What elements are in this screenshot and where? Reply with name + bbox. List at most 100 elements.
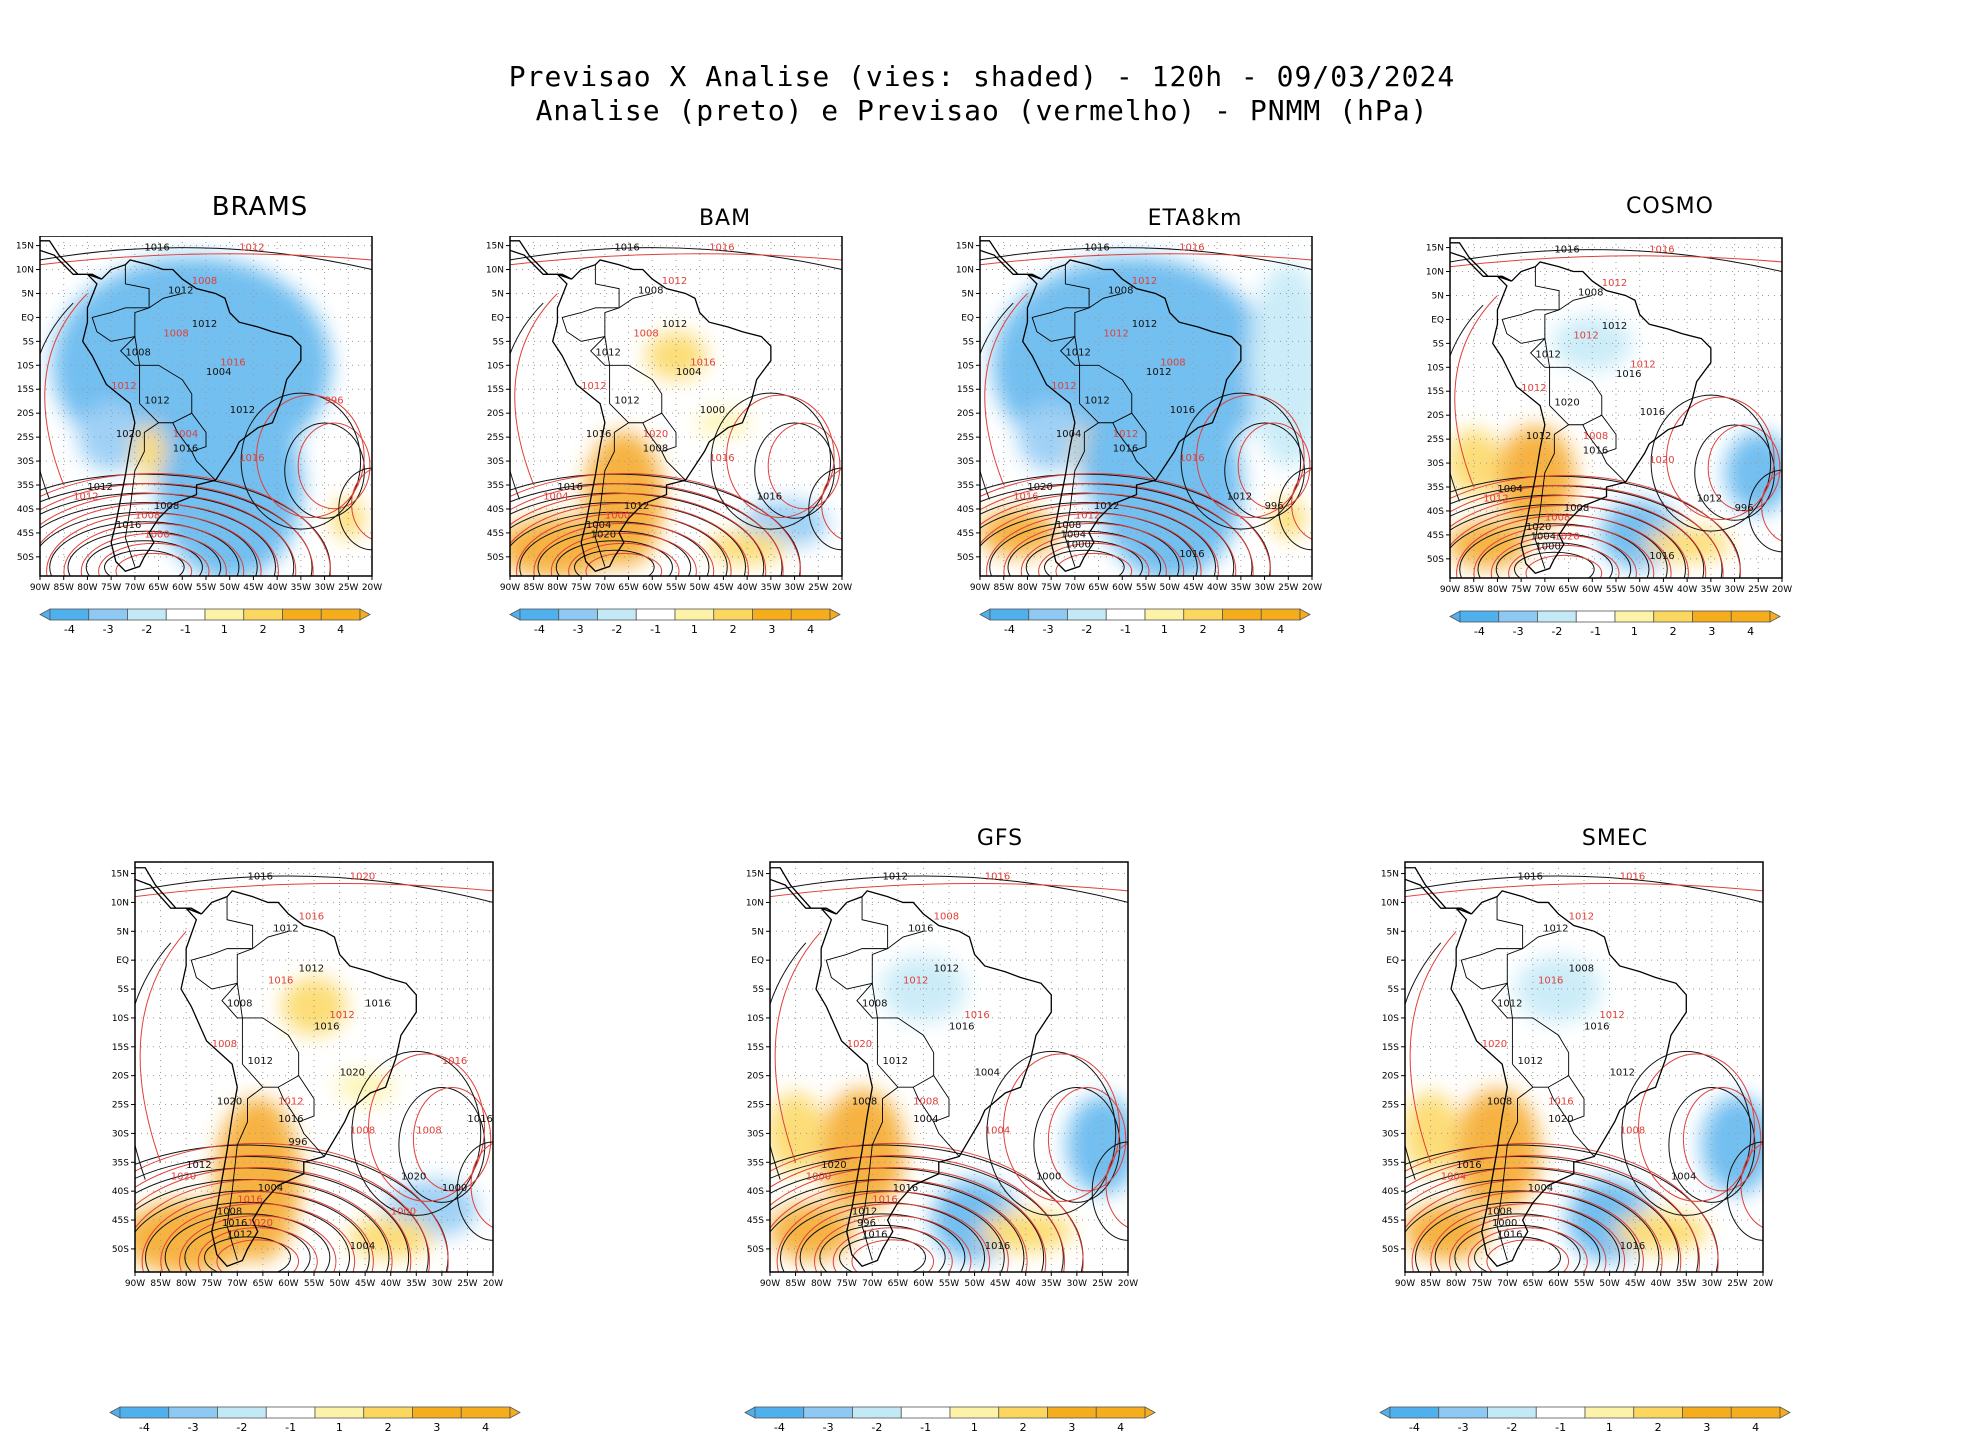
isobar-forecast: [1486, 1239, 1570, 1272]
isobar-forecast: [1454, 295, 1498, 488]
colorbar-segment: [949, 1406, 1000, 1419]
isobar-forecast: [980, 253, 1312, 266]
isobar-label-analysis: 1016: [557, 482, 582, 493]
lon-tick-label: 90W: [125, 1279, 145, 1289]
isobar-label-forecast: 1016: [220, 357, 245, 368]
isobar-forecast: [412, 1087, 492, 1192]
isobar-label-analysis: 1012: [595, 348, 620, 359]
bias-blob: [1405, 1202, 1489, 1261]
country-border: [1051, 336, 1081, 404]
colorbar-label: -4: [1474, 625, 1485, 638]
lon-tick-label: 40W: [1016, 1279, 1036, 1289]
lat-tick-label: 10S: [17, 361, 34, 371]
lon-tick-label: 60W: [913, 1279, 933, 1289]
colorbar-segment: [1633, 1406, 1683, 1419]
lon-tick-label: 50W: [690, 583, 710, 593]
colorbar-label: 2: [1020, 1421, 1027, 1432]
isobar-label-analysis: 1008: [1487, 1206, 1512, 1217]
lat-tick-label: 5N: [492, 289, 504, 299]
isobar-label-analysis: 1008: [1578, 287, 1603, 298]
country-border: [124, 264, 150, 308]
contour-labels: 1016101210081012101610121008102010161004…: [1441, 871, 1697, 1252]
colorbar-label: 4: [1752, 1421, 1759, 1432]
isobar-forecast: [980, 502, 1219, 576]
isobar-forecast: [776, 1191, 1009, 1272]
isobar-label-forecast: 1012: [1075, 511, 1100, 522]
lon-tick-label: 90W: [500, 583, 520, 593]
isobar-label-analysis: 1012: [248, 1056, 273, 1067]
coastline-south-america: [1021, 259, 1242, 572]
contour-labels: 1016100810121012101210121004101610201012…: [1013, 242, 1283, 559]
country-border: [190, 948, 253, 990]
lat-tick-label: 40S: [747, 1187, 764, 1197]
colorbar-segment: [752, 608, 792, 621]
coastline-south-america: [815, 890, 1052, 1267]
bias-blob: [510, 516, 618, 576]
colorbar-segment: [1537, 610, 1577, 623]
colorbar-label: -2: [141, 623, 152, 636]
isobar-forecast: [80, 532, 227, 576]
lon-tick-label: 45W: [1183, 583, 1203, 593]
isobar-label-forecast: 1012: [1132, 276, 1157, 287]
lat-tick-label: 10N: [486, 266, 504, 276]
colorbar-segment: [1498, 610, 1538, 623]
isobar-label-forecast: 1012: [1483, 493, 1508, 504]
figure-title-line2: Analise (preto) e Previsao (vermelho) - …: [535, 94, 1429, 127]
lon-tick-label: 50W: [964, 1279, 984, 1289]
colorbar: -4 -3 -2 -1 1 2 3 4: [509, 608, 841, 636]
isobar-forecast: [774, 930, 822, 1163]
colorbar-arrow-low: [979, 608, 991, 621]
isobar-label-forecast: 1012: [903, 975, 928, 986]
coastlines: [980, 240, 1242, 572]
country-border: [561, 307, 620, 342]
lon-tick-label: 30W: [1067, 1279, 1087, 1289]
isobar-forecast: [770, 882, 1128, 898]
isobar-analysis: [135, 1156, 429, 1272]
isobar-label-analysis: 1016: [1497, 1229, 1522, 1240]
isobar-forecast: [821, 468, 842, 540]
isobar-forecast: [1456, 514, 1672, 578]
country-border: [1064, 422, 1099, 567]
isobar-analysis: [1025, 540, 1143, 576]
colorbar-label: 1: [971, 1421, 978, 1432]
colorbar-label: -4: [534, 623, 545, 636]
isobar-analysis: [1434, 1213, 1601, 1272]
isobar-label-analysis: 1012: [1602, 321, 1627, 332]
isobar-label-forecast: 1012: [73, 491, 98, 502]
lat-tick-label: 15N: [111, 870, 129, 880]
colorbar-label: -3: [103, 623, 114, 636]
isobar-analysis: [519, 521, 710, 576]
lon-tick-label: 20W: [1118, 1279, 1138, 1289]
lon-tick-label: 65W: [888, 1279, 908, 1289]
isobar-label-forecast: 1008: [135, 511, 160, 522]
isobar-label-forecast: 1012: [1113, 429, 1138, 440]
lat-tick-label: 5S: [963, 337, 975, 347]
isobar-forecast: [986, 512, 1202, 576]
isobar-forecast: [1409, 930, 1457, 1163]
lat-tick-label: 25S: [957, 433, 974, 443]
isobar-label-forecast: 1008: [633, 329, 658, 340]
lon-tick-label: 65W: [253, 1279, 273, 1289]
colorbar-label: 4: [1277, 623, 1284, 636]
isobar-label-analysis: 1012: [1610, 1068, 1635, 1079]
axis-labels: 15N 10N 5N EQ 5S 10S 15S 20S 25S 30S 35S 40S 45S 50S 9…: [1426, 244, 1792, 595]
isobar-label-analysis: 1012: [87, 482, 112, 493]
axis-labels: 15N 10N 5N EQ 5S 10S 15S 20S 25S 30S 35S 40S 45S 50S 9…: [956, 242, 1322, 593]
colorbar-label: 3: [1238, 623, 1245, 636]
colorbar-label: -3: [188, 1421, 199, 1432]
colorbar-arrow-high: [829, 608, 841, 621]
bias-blob: [336, 1070, 394, 1104]
colorbar-label: 3: [768, 623, 775, 636]
isobar-label-analysis: 1012: [1094, 501, 1119, 512]
lat-tick-label: 35S: [1382, 1158, 1399, 1168]
isobar-label-analysis: 1012: [227, 1229, 252, 1240]
map-panel-cosmo: 1016100810121012101610201012101610041008…: [1426, 237, 1792, 638]
colorbar-segment: [1144, 608, 1185, 621]
isobar-label-analysis: 1020: [217, 1097, 242, 1108]
isobar-forecast: [1450, 504, 1689, 578]
lat-tick-label: 5N: [22, 289, 34, 299]
country-border: [221, 930, 300, 1088]
map-layers: 1016100810121012101210121004101610201012…: [980, 236, 1312, 576]
isobar-analysis: [780, 1201, 986, 1272]
isobar-label-analysis: 1004: [1056, 429, 1081, 440]
